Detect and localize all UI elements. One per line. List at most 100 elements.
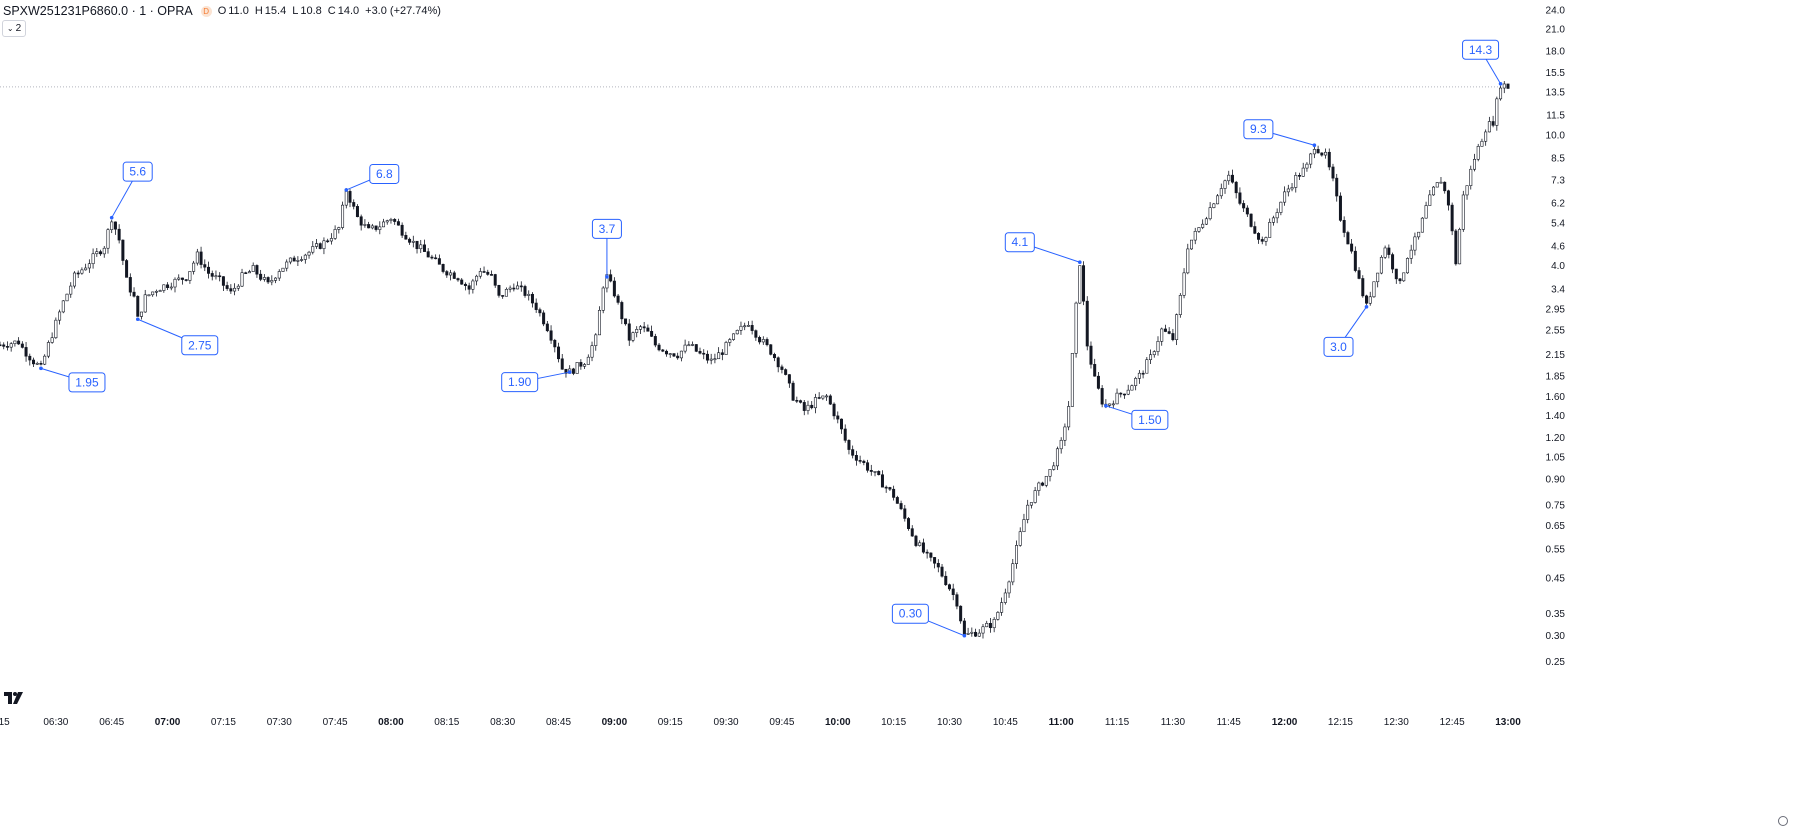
candle-body (415, 240, 419, 250)
x-tick-label: 08:00 (378, 717, 404, 728)
candle-body (1506, 83, 1510, 89)
callout-label: 1.95 (75, 375, 99, 389)
candle-body (1286, 188, 1290, 193)
x-tick-label: 11:15 (1105, 717, 1130, 728)
candle-body (1290, 187, 1294, 190)
price-axis[interactable]: 24.0 21.0 18.0 15.5 13.5 11.5 10.0 8.5 7.3 6.2 5.4… (1546, 5, 1566, 668)
x-tick-label: 10:00 (825, 717, 851, 728)
candle-body (1193, 230, 1197, 241)
callout-box[interactable] (181, 335, 219, 356)
candle-body (1178, 295, 1182, 315)
candle-body (553, 339, 557, 348)
x-tick-label: 11:30 (1161, 717, 1186, 728)
candle-body (1063, 426, 1067, 441)
candle-body (970, 631, 974, 634)
settings-gear-icon[interactable] (1778, 816, 1788, 826)
candle-body (1461, 194, 1465, 230)
candle-body (1018, 531, 1022, 546)
candle-body (1372, 281, 1376, 298)
candle-body (489, 274, 493, 276)
candle-body (754, 330, 758, 338)
candle-body (1085, 300, 1089, 347)
candle-body (761, 339, 765, 343)
symbol-title[interactable]: SPXW251231P6860.0 · 1 · OPRA (3, 4, 193, 18)
y-tick-label: 4.6 (1551, 241, 1565, 252)
candle-body (300, 259, 304, 261)
candle-body (858, 460, 862, 462)
candle-body (1331, 166, 1335, 179)
candle-body (445, 271, 449, 276)
callout-box[interactable] (891, 603, 929, 624)
candle-body (624, 318, 628, 325)
callout-box[interactable] (591, 218, 622, 239)
candle-body (638, 326, 642, 330)
candle-body (87, 263, 91, 269)
candle-body (977, 632, 981, 637)
candle-body (434, 257, 438, 260)
candle-body (1037, 482, 1041, 491)
candle-body (899, 503, 903, 510)
candle-body (910, 528, 914, 537)
candle-body (113, 221, 117, 230)
candle-body (661, 349, 665, 352)
candle-body (314, 243, 318, 247)
time-axis[interactable]: 6:15 06:30 06:45 07:00 07:15 07:30 07:45 08:00 0… (0, 717, 1521, 728)
candle-body (240, 272, 244, 287)
candle-body (32, 359, 36, 365)
tradingview-logo-icon[interactable] (4, 692, 26, 704)
candle-body (244, 272, 248, 274)
candle-body (933, 557, 937, 564)
candle-body (918, 542, 922, 546)
callout-box[interactable] (1243, 119, 1274, 140)
candle-body (650, 330, 654, 337)
candle-body (1316, 149, 1320, 154)
collapse-indicators-button[interactable]: ⌄ 2 (2, 20, 26, 37)
candle-body (616, 295, 620, 303)
candle-body (270, 280, 274, 283)
x-tick-label: 11:00 (1049, 717, 1074, 728)
candle-body (560, 358, 564, 370)
candle-body (154, 290, 158, 293)
candle-body (914, 535, 918, 546)
candle-body (54, 319, 58, 339)
candle-body (247, 271, 251, 274)
callout-box[interactable] (122, 161, 153, 182)
candle-body (1327, 151, 1331, 168)
candle-body (895, 497, 899, 504)
candle-body (1156, 341, 1160, 352)
candle-body (277, 271, 281, 279)
callout-box[interactable] (369, 163, 400, 184)
candle-body (821, 395, 825, 399)
candle-body (1096, 375, 1100, 389)
callout-box[interactable] (1323, 336, 1354, 357)
candle-body (720, 352, 724, 355)
candle-body (1201, 223, 1205, 228)
callout-box[interactable] (1131, 409, 1169, 430)
y-tick-label: 6.2 (1551, 199, 1565, 210)
x-tick-label: 09:30 (714, 717, 739, 728)
candle-body (944, 575, 948, 586)
candle-body (125, 260, 129, 278)
callout-box[interactable] (68, 372, 106, 393)
candle-body (128, 277, 132, 293)
candle-body (1130, 385, 1134, 391)
callout-box[interactable] (501, 372, 539, 393)
candle-body (877, 471, 881, 476)
callout-box[interactable] (1004, 232, 1035, 253)
candle-body (236, 285, 240, 289)
candle-body (1383, 247, 1387, 258)
candle-body (61, 300, 65, 313)
candle-body (322, 240, 326, 249)
candle-body (1182, 272, 1186, 296)
x-tick-label: 13:00 (1495, 717, 1521, 728)
candle-body (1353, 250, 1357, 271)
y-tick-label: 4.0 (1551, 261, 1565, 272)
delayed-badge[interactable]: D (200, 5, 212, 17)
candle-body (1301, 167, 1305, 177)
candle-body (974, 631, 978, 637)
callout-box[interactable] (1462, 39, 1500, 60)
chevron-down-icon: ⌄ (6, 24, 14, 33)
candle-body (1070, 353, 1074, 407)
candle-body (664, 350, 668, 355)
